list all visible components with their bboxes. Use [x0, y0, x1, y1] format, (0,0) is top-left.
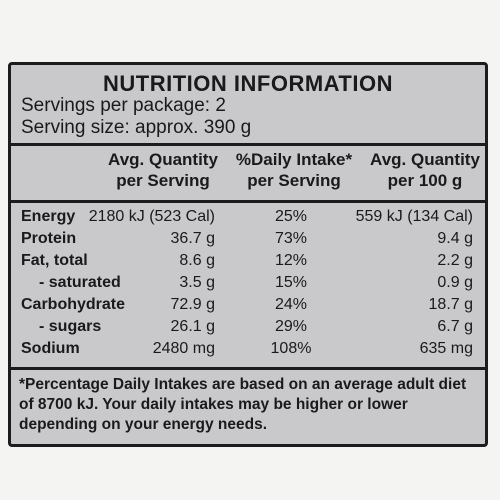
column-header-line: per Serving	[247, 171, 341, 190]
daily-intake-value: 25%	[274, 208, 308, 225]
table-row: Carbohydrate 72.9 g 24% 18.7 g	[11, 296, 485, 318]
per-100g-value: 18.7 g	[428, 296, 473, 313]
per-100g-value: 2.2 g	[437, 252, 473, 269]
table-row: Fat, total 8.6 g 12% 2.2 g	[11, 252, 485, 274]
row-label: Sodium	[21, 340, 80, 357]
footnote: *Percentage Daily Intakes are based on a…	[19, 376, 467, 433]
divider-footnote	[11, 367, 485, 370]
column-header-line: %Daily Intake*	[235, 150, 353, 169]
per-serving-value: 8.6 g	[179, 252, 215, 269]
per-100g-value: 9.4 g	[437, 230, 473, 247]
column-header-line: Avg. Quantity	[370, 150, 480, 169]
per-100g-value: 6.7 g	[437, 318, 473, 335]
divider-header	[11, 200, 485, 203]
per-serving-value: 36.7 g	[170, 230, 215, 247]
table-row: Protein 36.7 g 73% 9.4 g	[11, 230, 485, 252]
column-header-line: Avg. Quantity	[108, 150, 218, 169]
servings-per-package: Servings per package: 2	[21, 95, 226, 116]
row-label: Carbohydrate	[21, 296, 126, 313]
table-row: Sodium 2480 mg 108% 635 mg	[11, 340, 485, 362]
divider-top	[11, 143, 485, 146]
nutrition-panel: NUTRITION INFORMATION Servings per packa…	[8, 62, 488, 447]
daily-intake-value: 29%	[274, 318, 308, 335]
per-serving-value: 26.1 g	[170, 318, 215, 335]
panel-title: NUTRITION INFORMATION	[103, 71, 393, 96]
row-label: Fat, total	[21, 252, 88, 269]
per-serving-value: 72.9 g	[170, 296, 215, 313]
column-header-line: per Serving	[116, 171, 210, 190]
per-serving-value: 2180 kJ (523 Cal)	[88, 208, 215, 225]
per-100g-value: 559 kJ (134 Cal)	[355, 208, 473, 225]
table-row: - sugars 26.1 g 29% 6.7 g	[11, 318, 485, 340]
daily-intake-value: 12%	[274, 252, 308, 269]
column-header-per-serving: Avg. Quantity per Serving	[99, 149, 227, 191]
row-label: - sugars	[39, 318, 102, 335]
per-100g-value: 0.9 g	[437, 274, 473, 291]
table-row: Energy 2180 kJ (523 Cal) 25% 559 kJ (134…	[11, 208, 485, 230]
daily-intake-value: 108%	[270, 340, 312, 357]
daily-intake-value: 24%	[274, 296, 308, 313]
daily-intake-value: 15%	[274, 274, 308, 291]
column-header-per-100g: Avg. Quantity per 100 g	[361, 149, 489, 191]
daily-intake-value: 73%	[274, 230, 308, 247]
per-serving-value: 3.5 g	[179, 274, 215, 291]
row-label: Energy	[21, 208, 76, 225]
serving-size: Serving size: approx. 390 g	[21, 117, 252, 138]
row-label: - saturated	[39, 274, 121, 291]
table-row: - saturated 3.5 g 15% 0.9 g	[11, 274, 485, 296]
row-label: Protein	[21, 230, 77, 247]
per-100g-value: 635 mg	[419, 340, 473, 357]
column-header-daily-intake: %Daily Intake* per Serving	[229, 149, 359, 191]
column-header-line: per 100 g	[387, 171, 463, 190]
per-serving-value: 2480 mg	[152, 340, 215, 357]
